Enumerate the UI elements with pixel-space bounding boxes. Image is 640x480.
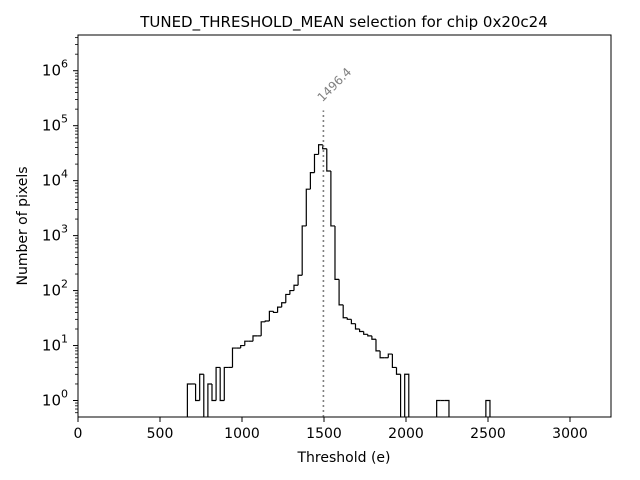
histogram-bin bbox=[371, 335, 376, 340]
histogram-bin bbox=[211, 383, 217, 402]
x-tick-label: 3000 bbox=[552, 426, 588, 442]
histogram-bin bbox=[231, 347, 237, 368]
histogram-bin bbox=[309, 172, 315, 190]
histogram-bin bbox=[444, 399, 450, 417]
y-tick-label: 103 bbox=[42, 223, 68, 245]
histogram-bin bbox=[252, 335, 258, 342]
histogram-bin bbox=[240, 344, 245, 349]
histogram-bin bbox=[395, 367, 401, 375]
plot-frame bbox=[77, 34, 612, 418]
histogram-bin bbox=[326, 148, 331, 172]
histogram-bin bbox=[301, 225, 307, 276]
histogram-bin bbox=[199, 373, 204, 401]
histogram-bin bbox=[285, 293, 290, 303]
histogram-bin bbox=[264, 320, 270, 322]
histogram-bin bbox=[207, 383, 212, 417]
x-tick-label: 1500 bbox=[306, 426, 342, 442]
x-tick-label: 2500 bbox=[470, 426, 506, 442]
histogram-bin bbox=[338, 279, 344, 306]
chart-title: TUNED_THRESHOLD_MEAN selection for chip … bbox=[139, 13, 548, 32]
histogram-bin bbox=[194, 383, 200, 402]
histogram-bin bbox=[297, 274, 303, 286]
histogram-bin bbox=[350, 319, 356, 325]
y-tick-label: 106 bbox=[42, 58, 68, 80]
histogram-bin bbox=[186, 383, 192, 417]
x-axis-label: Threshold (e) bbox=[297, 450, 391, 466]
y-tick-label: 100 bbox=[42, 388, 68, 410]
histogram-bin bbox=[219, 367, 225, 402]
histogram-bin bbox=[363, 331, 368, 335]
histogram-bin bbox=[346, 317, 352, 320]
histogram-bin bbox=[391, 354, 397, 369]
histogram-bin bbox=[317, 144, 323, 155]
histogram-bin bbox=[404, 373, 410, 417]
histogram-bin bbox=[289, 289, 294, 295]
histogram-bin bbox=[379, 350, 385, 359]
histogram-bin bbox=[313, 153, 319, 173]
histogram-bin bbox=[268, 310, 274, 321]
histogram-bin bbox=[387, 353, 393, 358]
y-tick-label: 102 bbox=[42, 278, 68, 300]
x-tick-label: 2000 bbox=[388, 426, 424, 442]
y-tick-label: 101 bbox=[42, 333, 68, 355]
histogram-bin bbox=[367, 334, 372, 337]
histogram-bin bbox=[342, 304, 348, 319]
histogram-bin bbox=[358, 329, 364, 333]
histogram-bin bbox=[436, 399, 441, 417]
histogram-bin bbox=[281, 302, 286, 308]
y-tick-label: 104 bbox=[42, 168, 68, 190]
histogram-bin bbox=[272, 311, 278, 314]
histogram-bin bbox=[293, 284, 299, 291]
y-tick-label: 105 bbox=[42, 113, 68, 135]
histogram-bin bbox=[260, 321, 266, 336]
histogram-bin bbox=[223, 366, 229, 401]
histogram-bin bbox=[334, 225, 340, 280]
x-tick-label: 1000 bbox=[224, 426, 260, 442]
histogram-bin bbox=[330, 170, 335, 227]
x-tick-label: 500 bbox=[147, 426, 174, 442]
histogram-bin bbox=[276, 306, 282, 313]
histogram-bin bbox=[485, 399, 491, 417]
y-axis-label: Number of pixels bbox=[15, 166, 31, 285]
histogram-bin bbox=[354, 323, 360, 330]
histogram-bin bbox=[375, 339, 381, 352]
x-tick-label: 0 bbox=[74, 426, 83, 442]
histogram-bin bbox=[215, 366, 221, 401]
histogram-bin bbox=[305, 188, 311, 226]
histogram-bin bbox=[244, 340, 249, 346]
